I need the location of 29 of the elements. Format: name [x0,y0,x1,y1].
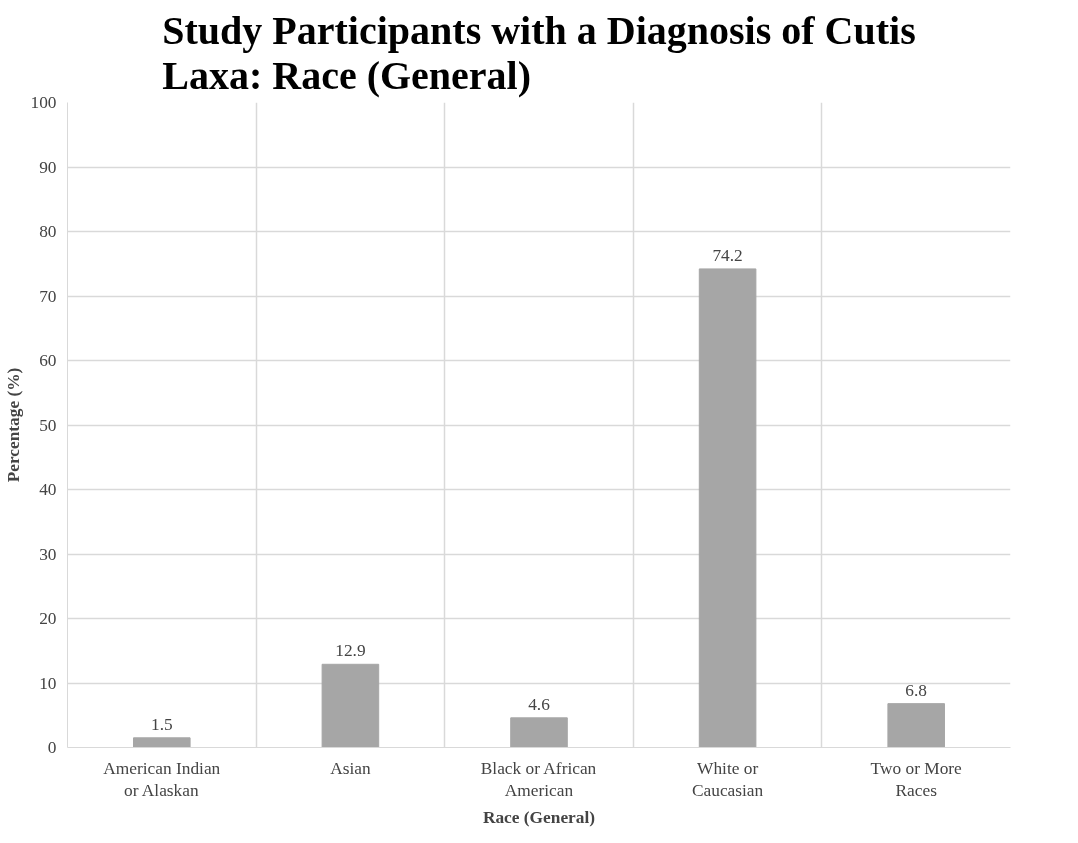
y-tick-label: 80 [39,222,57,241]
y-tick-label: 20 [39,609,57,628]
bar [321,663,380,748]
x-tick-label: Two or More Races [870,758,963,801]
bar [510,717,568,748]
y-tick-label: 10 [39,673,57,693]
data-label: 1.5 [150,714,173,734]
y-tick-label: 100 [30,93,57,112]
data-label: 6.8 [905,680,928,700]
y-tick-label: 30 [39,544,57,564]
chart-title: Study Participants with a Diagnosis of Cutis Laxa: Race (General) [162,7,916,98]
x-axis-title: Race (General) [482,808,596,828]
bar [887,703,945,748]
x-tick-label: Asian [330,758,371,778]
data-label: 12.9 [335,641,366,661]
data-label: 4.6 [528,694,551,714]
x-tick-label: American Indian or Alaskan [103,758,221,801]
y-tick-label: 50 [39,415,57,435]
y-axis-title: Percentage (%) [3,367,23,483]
data-label: 74.2 [712,245,743,265]
y-tick-label: 70 [39,286,57,306]
bar [133,737,191,748]
x-tick-label: Black or African American [480,758,597,801]
y-tick-label: 0 [47,738,57,757]
y-tick-label: 90 [39,157,57,177]
x-tick-label: White or Caucasian [692,758,764,801]
y-tick-label: 60 [39,351,57,370]
y-tick-label: 40 [39,480,57,499]
bar [698,268,757,748]
